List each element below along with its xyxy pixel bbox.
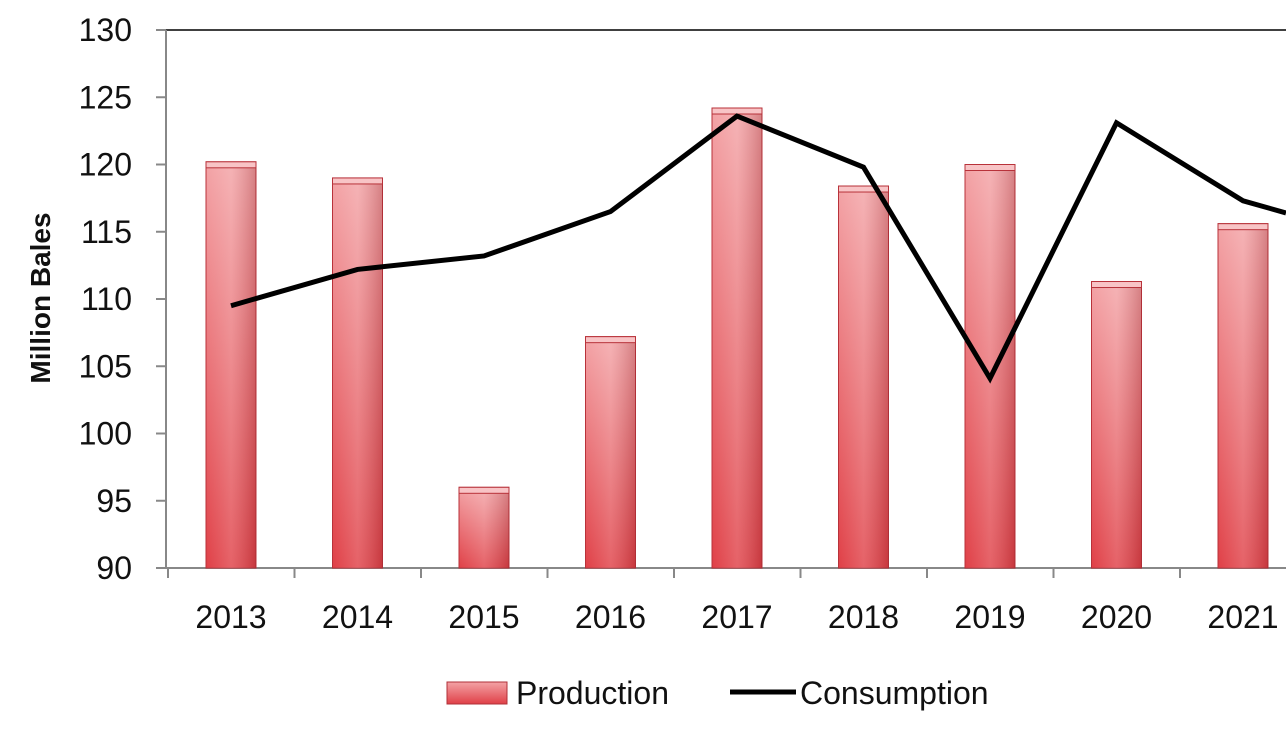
x-tick-label: 2013 (195, 599, 266, 635)
production-bar-cap (1217, 223, 1269, 231)
production-bar-cap (458, 486, 510, 494)
y-axis-label: Million Bales (25, 212, 56, 383)
production-bar (332, 177, 383, 569)
y-tick-label: 125 (79, 79, 132, 115)
production-bar-cap (964, 164, 1016, 171)
y-tick-label: 90 (96, 550, 132, 586)
y-tick-label: 115 (81, 214, 132, 250)
production-bar-cap (711, 107, 763, 115)
x-tick-label: 2017 (701, 599, 772, 635)
y-axis: 90 95 100 105 110 115 120 125 130 (79, 12, 167, 586)
production-bar (1091, 281, 1142, 569)
production-bar-shade (206, 161, 256, 568)
production-bar (458, 486, 510, 569)
consumption-line (230, 113, 1286, 384)
legend-item-production: Production (446, 675, 669, 711)
production-bars (205, 107, 1269, 569)
x-tick-label: 2021 (1207, 599, 1278, 635)
y-tick-label: 110 (81, 281, 132, 317)
legend: Production Consumption (446, 675, 989, 711)
production-bar-shade (838, 186, 889, 568)
legend-swatch-production (446, 681, 508, 705)
y-tick-label: 105 (79, 348, 132, 384)
production-bar-shade (459, 487, 509, 568)
production-bar-shade (1218, 223, 1268, 568)
production-bar-shade (712, 108, 762, 568)
consumption-line-layer (230, 113, 1286, 384)
y-tick-label: 95 (96, 483, 132, 519)
x-axis: 2013 2014 2015 2016 2017 2018 2019 2020 2021 (166, 567, 1286, 635)
production-bar (205, 161, 257, 569)
legend-label-consumption: Consumption (800, 675, 989, 711)
x-tick-label: 2020 (1081, 599, 1152, 635)
production-bar (711, 107, 763, 569)
x-tick-label: 2018 (828, 599, 899, 635)
production-bar-cap (585, 336, 636, 344)
x-tick-label: 2014 (322, 599, 393, 635)
production-bar-shade (1091, 281, 1142, 568)
production-bar (964, 164, 1016, 569)
production-bar-cap (1091, 281, 1142, 289)
production-bar-cap (332, 177, 383, 185)
legend-label-production: Production (516, 675, 669, 711)
production-bar-cap (205, 161, 257, 169)
y-tick-label: 120 (79, 147, 132, 183)
x-tick-label: 2016 (575, 599, 646, 635)
y-tick-label: 100 (79, 416, 132, 452)
production-bar (585, 336, 636, 569)
production-bar (1217, 223, 1269, 569)
production-bar-shade (332, 177, 383, 568)
x-tick-label: 2015 (448, 599, 519, 635)
production-bar-shade (965, 164, 1015, 568)
legend-item-consumption: Consumption (730, 675, 989, 711)
x-tick-label: 2019 (954, 599, 1025, 635)
production-bar (838, 185, 889, 569)
production-bar-cap (838, 185, 889, 193)
production-bar-shade (585, 336, 636, 568)
y-tick-label: 130 (79, 12, 132, 48)
